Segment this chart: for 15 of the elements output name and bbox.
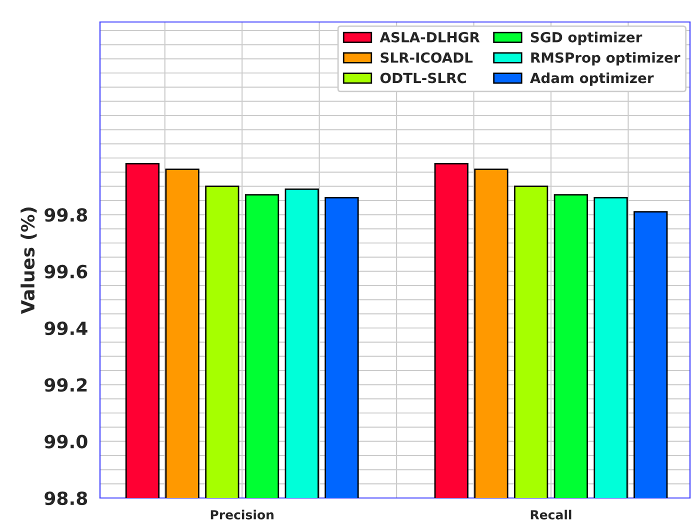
y-tick-label: 99.6 [44,264,88,278]
y-tick-label: 99.4 [44,321,88,336]
legend-label: Adam optimizer [530,72,654,86]
legend-label: SLR-ICOADL [380,52,473,63]
legend-label: RMSProp optimizer [531,52,680,66]
y-tick-label: 99.2 [44,378,87,392]
legend-label: SGD optimizer [530,32,642,46]
y-tick-label: 99.0 [44,434,88,448]
y-tick-label: 99.8 [44,208,88,222]
x-tick-label: Precision [210,510,274,520]
legend-label: ASLA-DLHGR [380,32,480,42]
y-tick-label: 98.8 [44,491,88,506]
x-tick-label: Recall [530,510,572,520]
legend-label: ODTL-SLRC [380,72,466,84]
y-axis-title: Values (%) [20,208,37,314]
